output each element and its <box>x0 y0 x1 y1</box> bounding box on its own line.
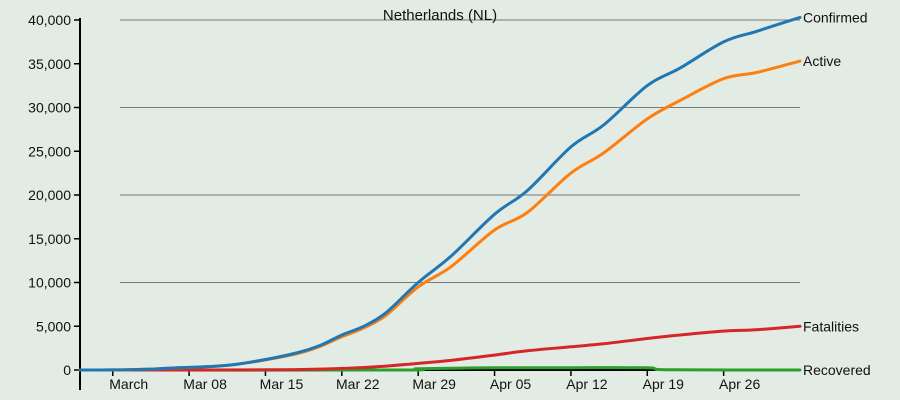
series-line-fatalities <box>78 324 802 372</box>
y-tick-label: 30,000 <box>28 100 71 116</box>
x-tick-label: March <box>109 376 148 392</box>
series-label-fatalities: Fatalities <box>803 318 859 334</box>
chart-title: Netherlands (NL) <box>383 7 497 24</box>
x-tick-label: Apr 05 <box>490 376 531 392</box>
x-tick-label: Apr 12 <box>566 376 607 392</box>
series-line-recovered <box>78 366 802 372</box>
x-tick-label: Apr 26 <box>719 376 760 392</box>
series-label-recovered: Recovered <box>803 362 871 378</box>
series-line-confirmed <box>78 15 802 372</box>
y-tick-label: 5,000 <box>36 318 71 334</box>
gridlines <box>120 19 800 283</box>
x-tick-label: Mar 15 <box>260 376 304 392</box>
x-tick-label: Mar 08 <box>183 376 227 392</box>
x-tick-label: Mar 22 <box>336 376 380 392</box>
series-label-confirmed: Confirmed <box>803 9 868 25</box>
x-tick-label: Mar 29 <box>412 376 456 392</box>
y-tick-label: 40,000 <box>28 12 71 28</box>
y-tick-label: 20,000 <box>28 187 71 203</box>
series-label-active: Active <box>803 53 841 69</box>
y-tick-label: 0 <box>63 362 71 378</box>
y-tick-label: 25,000 <box>28 143 71 159</box>
series-labels: Confirmed Active Fatalities Recovered <box>803 9 871 378</box>
y-tick-label: 15,000 <box>28 231 71 247</box>
series-lines <box>78 15 802 372</box>
x-tick-label: Apr 19 <box>643 376 684 392</box>
y-tick-label: 10,000 <box>28 275 71 291</box>
axes: 0 5,000 10,000 15,000 20,000 25,000 30,000 35,0… <box>28 12 800 392</box>
y-tick-label: 35,000 <box>28 56 71 72</box>
